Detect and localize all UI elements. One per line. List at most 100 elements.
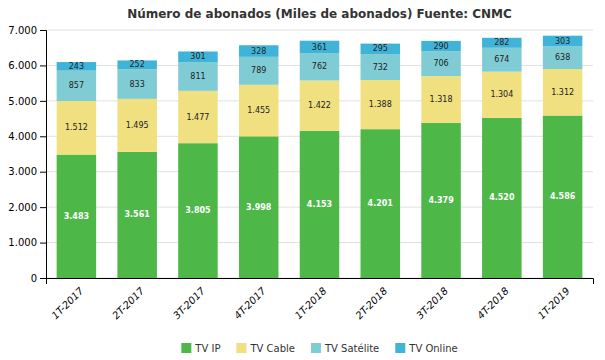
bar <box>178 62 218 91</box>
data-label: 1.477 <box>186 113 209 122</box>
legend-label: TV Cable <box>249 343 295 354</box>
tick-label: 3T-2018 <box>414 285 450 321</box>
data-label: 811 <box>190 72 205 81</box>
tick-label: 1T-2017 <box>49 285 86 322</box>
bars <box>57 36 583 278</box>
bar <box>57 62 97 71</box>
tick: 5.000 <box>8 96 46 107</box>
tick-mark <box>40 172 46 173</box>
tick-mark <box>40 278 46 279</box>
bar <box>361 54 401 80</box>
bar <box>239 45 279 57</box>
grid <box>46 30 593 278</box>
tick-label: 1.000 <box>8 237 37 248</box>
tick: 6.000 <box>8 60 46 71</box>
bar <box>543 116 583 278</box>
tick-label: 4T-2018 <box>475 285 511 321</box>
data-label: 1.495 <box>126 121 149 130</box>
data-label: 3.561 <box>125 210 151 219</box>
data-label: 1.318 <box>430 95 453 104</box>
tick-label: 6.000 <box>8 60 37 71</box>
bar <box>361 44 401 54</box>
legend-swatch <box>236 343 246 353</box>
data-label: 303 <box>555 37 570 46</box>
tick-label: 4.000 <box>8 131 37 142</box>
bar <box>57 71 97 101</box>
tick-mark <box>40 243 46 244</box>
tick-label: 0 <box>31 273 37 284</box>
tick: 2.000 <box>8 202 46 213</box>
data-label: 638 <box>555 53 570 62</box>
data-label: 4.520 <box>489 193 515 202</box>
bar <box>543 36 583 47</box>
bar <box>117 152 157 278</box>
data-label: 295 <box>373 44 388 53</box>
bar <box>57 101 97 155</box>
data-label: 833 <box>130 80 145 89</box>
legend-label: TV Satélite <box>324 343 379 354</box>
tick: 3T-2017 <box>171 285 208 322</box>
bar <box>421 51 461 76</box>
tick-mark <box>40 65 46 66</box>
tick-mark <box>40 101 46 102</box>
bar <box>361 129 401 278</box>
bar <box>421 76 461 123</box>
legend: TV IP TV Cable TV Satélite TV Online <box>181 343 457 354</box>
bar <box>300 80 340 130</box>
tick-label: 7.000 <box>8 25 37 36</box>
data-label: 1.512 <box>65 123 88 132</box>
data-label: 290 <box>433 42 448 51</box>
tick-mark <box>40 136 46 137</box>
data-label: 3.805 <box>185 206 211 215</box>
bar <box>178 143 218 278</box>
data-label: 4.201 <box>368 199 394 208</box>
legend-item: TV Satélite <box>311 343 379 354</box>
bar <box>421 123 461 278</box>
tick: 3.000 <box>8 166 46 177</box>
bar <box>239 57 279 85</box>
data-label: 361 <box>312 43 327 52</box>
bar <box>421 41 461 51</box>
tick: 2T-2017 <box>110 285 147 322</box>
bar <box>117 99 157 152</box>
data-labels: 3.4833.5613.8053.9984.1534.2014.3794.520… <box>64 37 576 221</box>
bar <box>239 136 279 278</box>
tick: 4.000 <box>8 131 46 142</box>
data-label: 3.998 <box>246 203 272 212</box>
data-label: 789 <box>251 66 266 75</box>
bar <box>57 155 97 278</box>
legend-swatch <box>181 343 191 353</box>
tick-label: 2T-2017 <box>110 285 147 322</box>
data-label: 732 <box>373 63 388 72</box>
data-label: 674 <box>494 55 509 64</box>
legend-label: TV IP <box>194 343 220 354</box>
legend-label: TV Online <box>408 343 457 354</box>
tick-mark <box>40 30 46 31</box>
bar <box>178 51 218 62</box>
tick-label: 2T-2018 <box>353 285 389 321</box>
bar <box>543 69 583 115</box>
data-label: 857 <box>69 81 84 90</box>
bar <box>361 80 401 129</box>
data-label: 762 <box>312 62 327 71</box>
tick: 4T-2017 <box>232 285 269 322</box>
bar <box>239 85 279 137</box>
data-label: 1.304 <box>490 90 513 99</box>
data-label: 1.388 <box>369 100 392 109</box>
data-label: 282 <box>494 38 509 47</box>
data-label: 1.422 <box>308 101 331 110</box>
bar <box>482 48 522 72</box>
data-label: 252 <box>130 60 145 69</box>
tick: 1T-2017 <box>49 285 86 322</box>
tick: 0 <box>31 273 46 284</box>
tick-label: 4T-2017 <box>232 285 269 322</box>
bar <box>482 72 522 118</box>
tick-label: 3.000 <box>8 166 37 177</box>
y-axis: 0 1.000 2.000 3.000 4.000 5.000 6.000 7.000 <box>8 25 46 284</box>
legend-item: TV Cable <box>236 343 295 354</box>
bar <box>178 91 218 143</box>
tick-mark <box>40 207 46 208</box>
bar <box>300 131 340 278</box>
data-label: 1.455 <box>247 106 270 115</box>
data-label: 328 <box>251 47 266 56</box>
